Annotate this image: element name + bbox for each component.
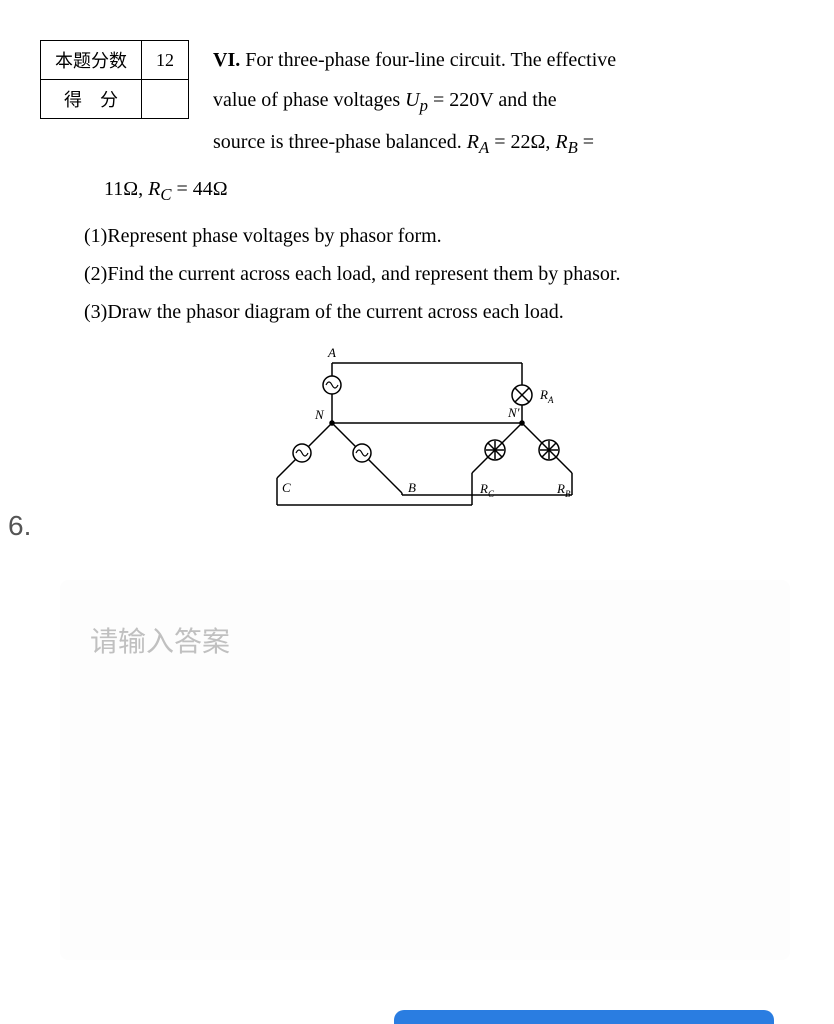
label-RA-sub: A <box>547 395 554 405</box>
RB-eq: = <box>578 131 594 153</box>
RB-sub: B <box>568 138 578 157</box>
label-RB-sub: B <box>565 489 571 499</box>
answer-input-area[interactable]: 请输入答案 <box>60 580 790 960</box>
submit-button[interactable] <box>394 1010 774 1024</box>
Up-eq: = 220V <box>428 89 498 111</box>
Up-symbol: U <box>405 89 419 111</box>
cont-pre: 11Ω, <box>104 178 148 200</box>
problem-line1: For three-phase four-line circuit. The e… <box>245 49 616 71</box>
label-RA: R <box>539 387 548 402</box>
RC-eq: = 44Ω <box>171 178 227 200</box>
score-label-2: 得 分 <box>41 80 142 119</box>
problem-line3-pre: source is three-phase balanced. <box>213 131 467 153</box>
score-value-2 <box>142 80 189 119</box>
label-RC: R <box>479 481 488 496</box>
problem-line2-post: and the <box>498 89 556 111</box>
label-B: B <box>408 480 416 495</box>
score-table: 本题分数 12 得 分 <box>40 40 189 119</box>
svg-text:RB: RB <box>556 481 571 499</box>
RC-sub: C <box>160 185 171 204</box>
part-3: (3)Draw the phasor diagram of the curren… <box>84 293 794 331</box>
RA-symbol: R <box>467 131 479 153</box>
RB-symbol: R <box>555 131 567 153</box>
problem-heading: VI. <box>213 49 240 71</box>
label-Np: N' <box>507 405 520 420</box>
label-A: A <box>327 345 336 360</box>
problem-line2-pre: value of phase voltages <box>213 89 405 111</box>
label-C: C <box>282 480 291 495</box>
circuit-diagram: N A C B <box>202 345 632 515</box>
svg-text:RC: RC <box>479 481 495 499</box>
answer-placeholder: 请输入答案 <box>60 580 790 700</box>
part-1: (1)Represent phase voltages by phasor fo… <box>84 217 794 255</box>
label-N: N <box>314 407 325 422</box>
RA-eq: = 22Ω, <box>489 131 555 153</box>
label-RC-sub: C <box>488 489 495 499</box>
RC-symbol: R <box>148 178 160 200</box>
part-2: (2)Find the current across each load, an… <box>84 255 794 293</box>
problem-statement: VI. For three-phase four-line circuit. T… <box>213 40 616 165</box>
score-label-1: 本题分数 <box>41 41 142 80</box>
svg-text:RA: RA <box>539 387 554 405</box>
problem-parts: (1)Represent phase voltages by phasor fo… <box>84 217 794 331</box>
problem-continued: 11Ω, RC = 44Ω <box>104 169 794 211</box>
question-number: 6. <box>8 510 31 542</box>
label-RB: R <box>556 481 565 496</box>
RA-sub: A <box>479 138 489 157</box>
score-value-1: 12 <box>142 41 189 80</box>
Up-sub: p <box>420 96 428 115</box>
